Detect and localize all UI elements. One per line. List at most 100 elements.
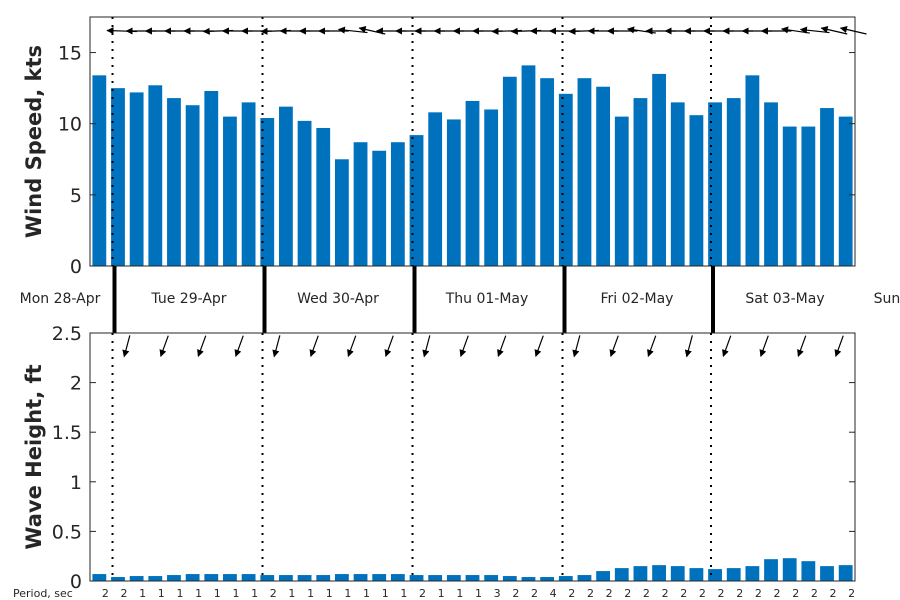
period-value: 1 xyxy=(195,587,202,600)
wave-direction-arrow xyxy=(384,335,394,358)
period-value: 2 xyxy=(419,587,426,600)
wave-bar xyxy=(111,577,125,581)
wind-bar xyxy=(204,90,219,266)
wave-bar xyxy=(409,575,424,581)
wave-bar xyxy=(689,568,704,581)
wave-bar xyxy=(558,576,573,581)
wave-bar xyxy=(502,576,517,581)
wave-direction-arrow xyxy=(684,335,693,358)
wave-direction-arrow xyxy=(272,335,281,358)
wind-bar xyxy=(390,142,405,266)
wind-bar xyxy=(353,142,368,266)
wave-ytick-label: 0.5 xyxy=(52,521,82,543)
wind-bar xyxy=(428,112,443,267)
period-value: 2 xyxy=(587,587,594,600)
wave-direction-arrow xyxy=(497,335,507,358)
wind-ytick-label: 10 xyxy=(58,114,82,136)
wind-bar xyxy=(129,92,144,266)
wave-bar xyxy=(316,575,331,581)
wave-bar xyxy=(428,575,443,581)
wind-bar xyxy=(148,85,163,266)
period-row: Period, sec 2 2 1 1 1 1 1 1 1 2 1 1 1 1 1 1 1 2 1 1 1 3 2 2 4 2 2 2 2… xyxy=(13,587,855,600)
wave-bar xyxy=(260,575,275,581)
wind-bar xyxy=(596,86,611,266)
day-label: Thu 01-May xyxy=(445,291,529,307)
wave-direction-arrow xyxy=(759,335,769,358)
wave-bar xyxy=(708,569,722,581)
wave-bar xyxy=(614,568,629,581)
wind-bar xyxy=(484,109,499,266)
period-value: 2 xyxy=(102,587,109,600)
wave-axes-box xyxy=(89,332,856,582)
wind-bar xyxy=(614,116,629,266)
period-value: 2 xyxy=(680,587,687,600)
wave-direction-arrow xyxy=(347,335,357,358)
period-value: 2 xyxy=(568,587,575,600)
wave-height-panel: 0 0.5 1 1.5 2 2.5 Wave Height, ft xyxy=(22,323,856,593)
wind-bar xyxy=(241,102,256,266)
period-value: 2 xyxy=(736,587,743,600)
wave-bar xyxy=(801,561,816,581)
wind-bar xyxy=(782,126,797,266)
wave-bar xyxy=(185,574,200,581)
wind-bar xyxy=(558,93,573,266)
period-value: 2 xyxy=(624,587,631,600)
wave-bar xyxy=(838,565,853,581)
wave-bar xyxy=(745,566,760,581)
period-value: 1 xyxy=(344,587,351,600)
period-value: 2 xyxy=(270,587,277,600)
period-value: 1 xyxy=(214,587,221,600)
wave-bar xyxy=(782,558,797,581)
wind-bar xyxy=(726,98,741,266)
wave-direction-arrow xyxy=(647,335,657,358)
wind-bar xyxy=(652,73,666,267)
wind-bar xyxy=(689,115,704,266)
wind-bar xyxy=(521,65,536,267)
wave-direction-arrow xyxy=(159,335,169,358)
wave-bar xyxy=(148,576,163,581)
wave-bar xyxy=(540,577,555,581)
wave-bar xyxy=(372,574,387,581)
wind-speed-panel: 0 5 10 15 Wind Speed, kts xyxy=(22,16,867,278)
wind-ytick-label: 0 xyxy=(70,256,82,278)
wind-bar xyxy=(838,116,853,266)
wave-direction-arrow xyxy=(309,335,319,358)
wind-ytick-label: 5 xyxy=(70,185,82,207)
wind-bar xyxy=(540,78,555,266)
wind-axes-box xyxy=(89,16,856,267)
period-value: 2 xyxy=(606,587,613,600)
period-value: 2 xyxy=(830,587,837,600)
day-label: Fri 02-May xyxy=(601,291,674,307)
wave-bar xyxy=(390,574,405,581)
wave-bar xyxy=(334,574,349,581)
wave-bar xyxy=(521,577,536,581)
period-value: 2 xyxy=(848,587,855,600)
period-value: 2 xyxy=(755,587,762,600)
wind-bar xyxy=(465,100,480,266)
wave-direction-arrow xyxy=(722,335,732,358)
wind-ylabel: Wind Speed, kts xyxy=(22,45,46,238)
period-value: 2 xyxy=(811,587,818,600)
period-label: Period, sec xyxy=(13,587,73,600)
day-label: Mon 28-Apr xyxy=(20,291,101,307)
day-label: Sun xyxy=(874,291,900,307)
wind-bar xyxy=(223,116,237,266)
wind-bar xyxy=(820,108,834,266)
wave-direction-arrow xyxy=(834,335,844,358)
wave-direction-arrow xyxy=(609,335,619,358)
period-value: 3 xyxy=(494,587,501,600)
wind-bar xyxy=(334,159,349,266)
wave-direction-arrow xyxy=(797,335,807,358)
period-value: 1 xyxy=(438,587,445,600)
period-value: 1 xyxy=(251,587,258,600)
period-value: 2 xyxy=(662,587,669,600)
wind-bar xyxy=(764,102,778,266)
period-value: 1 xyxy=(158,587,165,600)
wind-bar xyxy=(670,102,685,266)
period-value: 2 xyxy=(792,587,799,600)
wind-bar xyxy=(167,98,181,266)
wave-bar xyxy=(577,575,592,581)
period-value: 2 xyxy=(699,587,706,600)
wind-bar xyxy=(316,127,331,267)
